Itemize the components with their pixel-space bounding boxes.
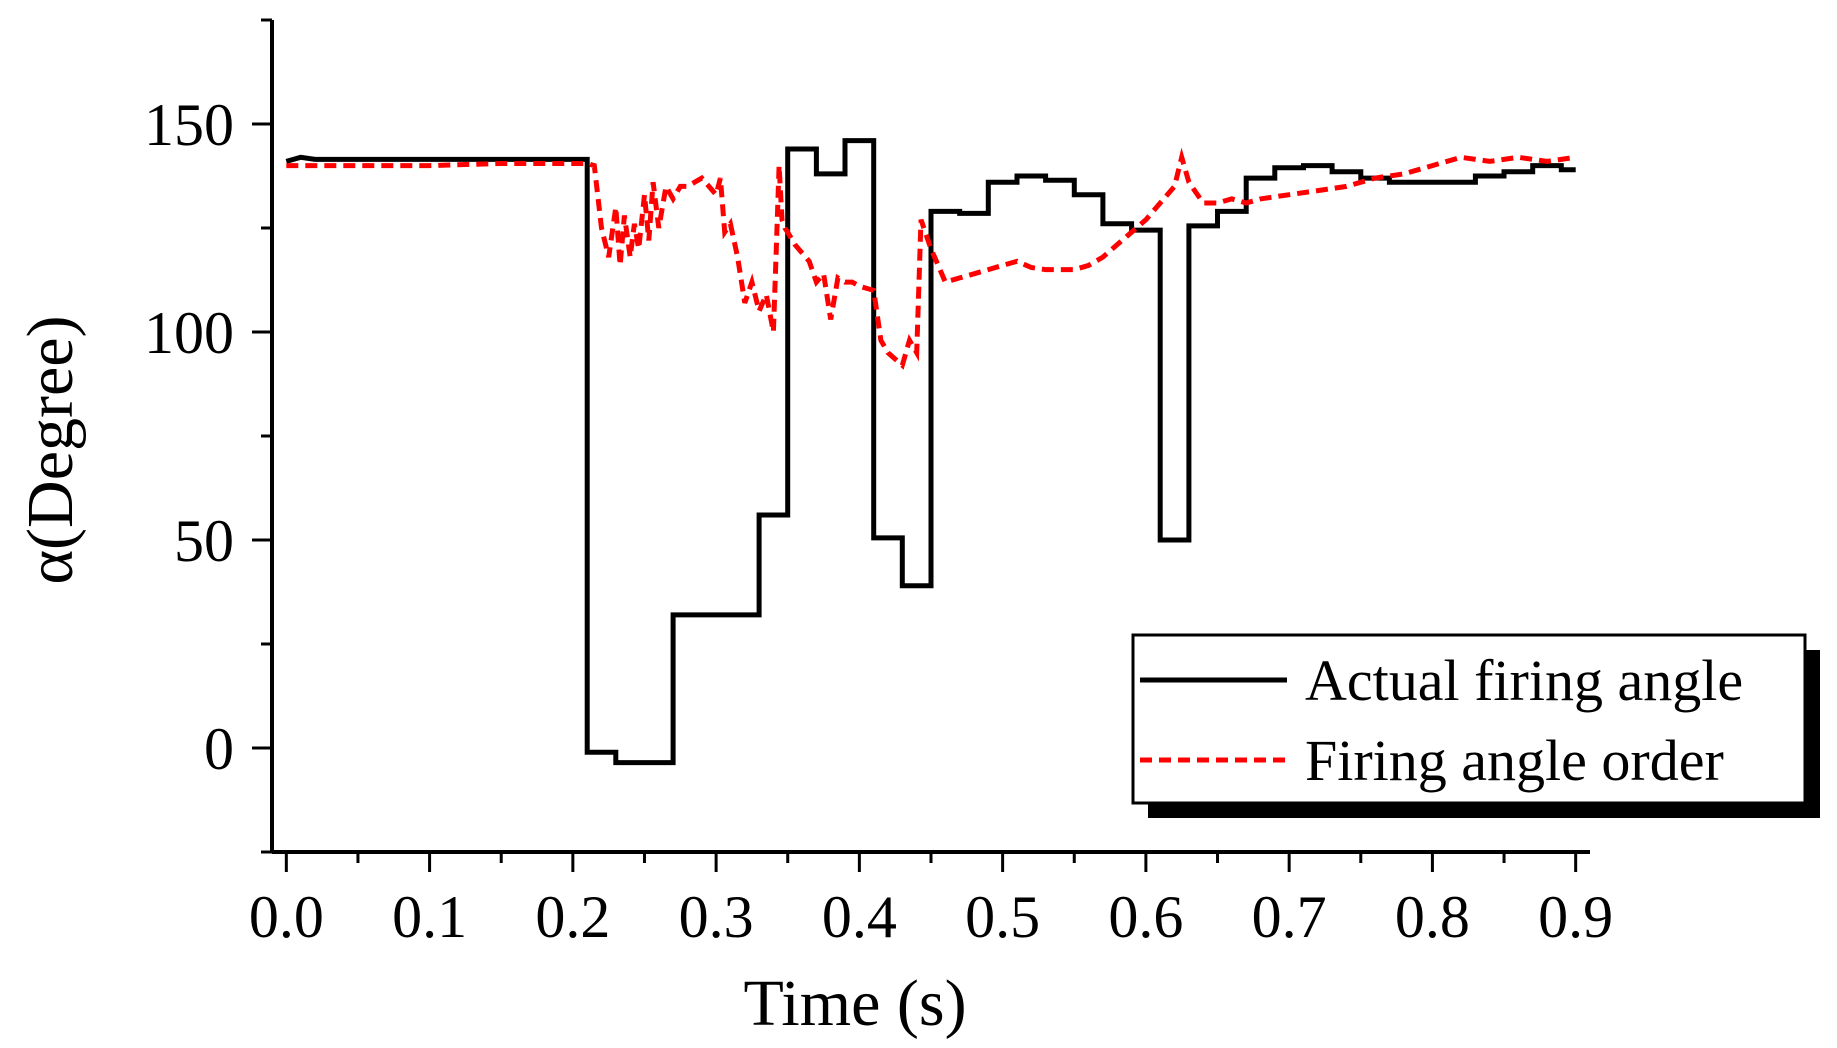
x-tick-label: 0.5 (965, 884, 1040, 950)
x-tick-label: 0.2 (535, 884, 610, 950)
x-tick-label: 0.6 (1108, 884, 1183, 950)
x-tick-label: 0.4 (822, 884, 897, 950)
plot-series-group (285, 138, 1577, 766)
x-tick-label: 0.3 (679, 884, 754, 950)
x-tick-label: 0.1 (392, 884, 467, 950)
x-tick-label: 0.8 (1395, 884, 1470, 950)
ticks-group: 0.0 0.1 0.2 0.3 0.4 0.5 0.6 0.7 0.8 0.9 0 50 100 150 (144, 18, 1613, 950)
series-firing-angle-order (286, 147, 1577, 370)
series-actual-firing-angle (285, 138, 1576, 766)
legend: Actual firing angle Firing angle order (1131, 633, 1820, 818)
y-axis-label: α(Degree) (14, 315, 87, 584)
y-tick-label: 150 (144, 92, 234, 158)
legend-label-order: Firing angle order (1305, 728, 1724, 793)
legend-box (1131, 633, 1807, 805)
x-tick-label: 0.9 (1538, 884, 1613, 950)
y-tick-label: 100 (144, 300, 234, 366)
x-tick-label: 0.7 (1252, 884, 1327, 950)
legend-label-actual: Actual firing angle (1305, 648, 1743, 713)
x-tick-label: 0.0 (249, 884, 324, 950)
y-tick-label: 0 (204, 716, 234, 782)
x-axis-label: Time (s) (743, 967, 966, 1040)
y-tick-label: 50 (174, 508, 234, 574)
